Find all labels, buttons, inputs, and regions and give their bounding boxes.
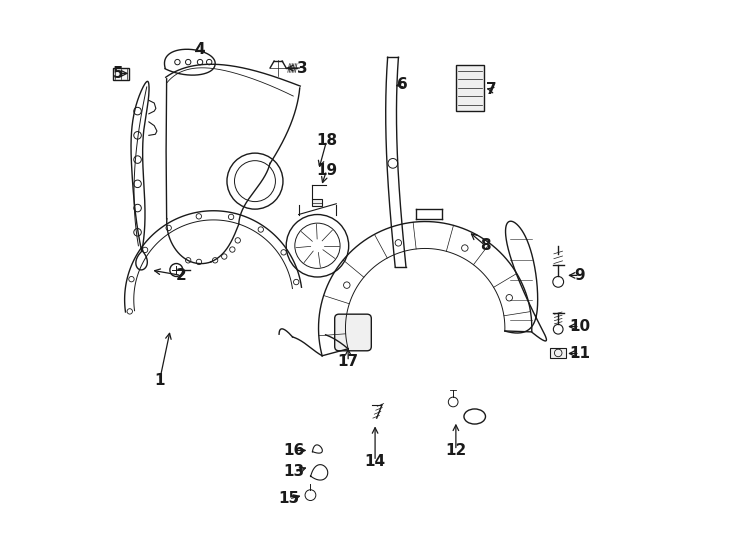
Text: 3: 3 bbox=[297, 60, 308, 76]
FancyBboxPatch shape bbox=[456, 65, 484, 111]
Text: 11: 11 bbox=[570, 346, 590, 361]
FancyBboxPatch shape bbox=[312, 199, 321, 206]
Text: 13: 13 bbox=[284, 464, 305, 480]
Text: 15: 15 bbox=[278, 491, 299, 507]
Text: 12: 12 bbox=[446, 443, 467, 458]
Text: 18: 18 bbox=[316, 133, 337, 148]
Text: 8: 8 bbox=[480, 238, 491, 253]
Text: 14: 14 bbox=[365, 454, 385, 469]
Text: 9: 9 bbox=[575, 268, 585, 283]
Text: 7: 7 bbox=[486, 82, 496, 97]
Text: 10: 10 bbox=[569, 319, 590, 334]
Text: 5: 5 bbox=[113, 66, 123, 81]
FancyBboxPatch shape bbox=[550, 348, 567, 359]
Text: 6: 6 bbox=[396, 77, 407, 92]
Text: 1: 1 bbox=[154, 373, 165, 388]
Text: 19: 19 bbox=[316, 163, 337, 178]
Text: 2: 2 bbox=[176, 268, 186, 283]
Text: 4: 4 bbox=[195, 42, 206, 57]
Text: 17: 17 bbox=[338, 354, 359, 369]
FancyBboxPatch shape bbox=[335, 314, 371, 351]
FancyBboxPatch shape bbox=[113, 68, 129, 80]
Text: 16: 16 bbox=[283, 443, 305, 458]
